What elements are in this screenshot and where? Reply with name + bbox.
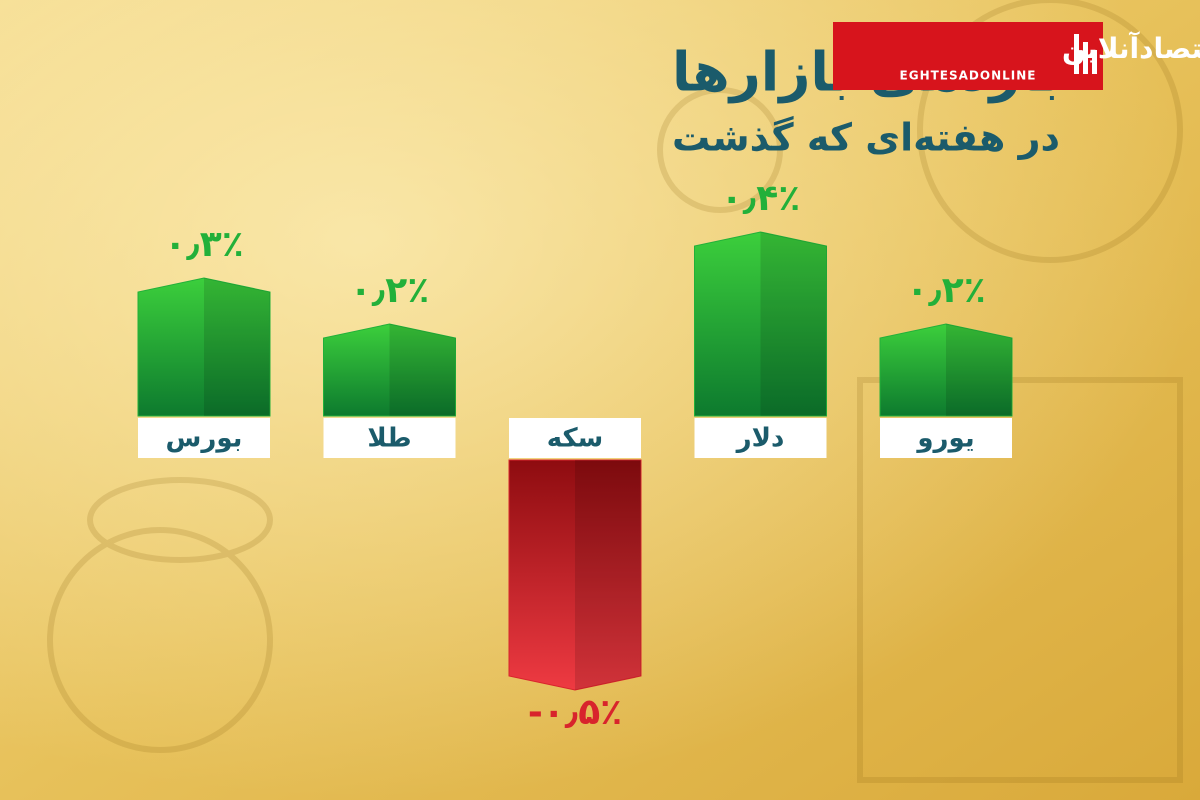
category-box bbox=[323, 418, 456, 458]
logo-latin: EGHTESADONLINE bbox=[900, 69, 1037, 83]
category-label: طلا bbox=[367, 424, 411, 454]
value-label: ۰٫۲٪ bbox=[906, 270, 985, 311]
bar bbox=[137, 277, 271, 417]
bar-shade bbox=[575, 460, 641, 690]
category-label: سکه bbox=[547, 424, 603, 454]
bar bbox=[508, 459, 642, 691]
bar-shade bbox=[760, 232, 827, 416]
category-label: دلار bbox=[735, 424, 785, 454]
category-box bbox=[138, 418, 270, 458]
logo-icon bbox=[1074, 34, 1097, 74]
logo-box bbox=[833, 22, 1103, 90]
category-label: یورو bbox=[915, 424, 974, 454]
bar-shade bbox=[389, 324, 456, 416]
category-box bbox=[880, 418, 1012, 458]
value-label: ۰٫۲٪ bbox=[350, 270, 429, 311]
bar bbox=[323, 323, 456, 417]
value-label: -۰٫۵٪ bbox=[528, 692, 622, 733]
category-label: بورس bbox=[166, 424, 243, 454]
category-box bbox=[509, 418, 641, 458]
background-coins bbox=[47, 0, 1183, 783]
value-label: ۰٫۳٪ bbox=[164, 224, 243, 265]
logo-name: اقتصادآنلاین bbox=[1062, 31, 1200, 65]
value-label: ۰٫۴٪ bbox=[721, 178, 800, 219]
category-box bbox=[694, 418, 827, 458]
bar-shade bbox=[946, 324, 1012, 416]
bar bbox=[694, 231, 827, 417]
chart-subtitle: در هفته‌ای که گذشت bbox=[672, 116, 1060, 160]
bar-shade bbox=[204, 278, 270, 416]
bar bbox=[879, 323, 1013, 417]
